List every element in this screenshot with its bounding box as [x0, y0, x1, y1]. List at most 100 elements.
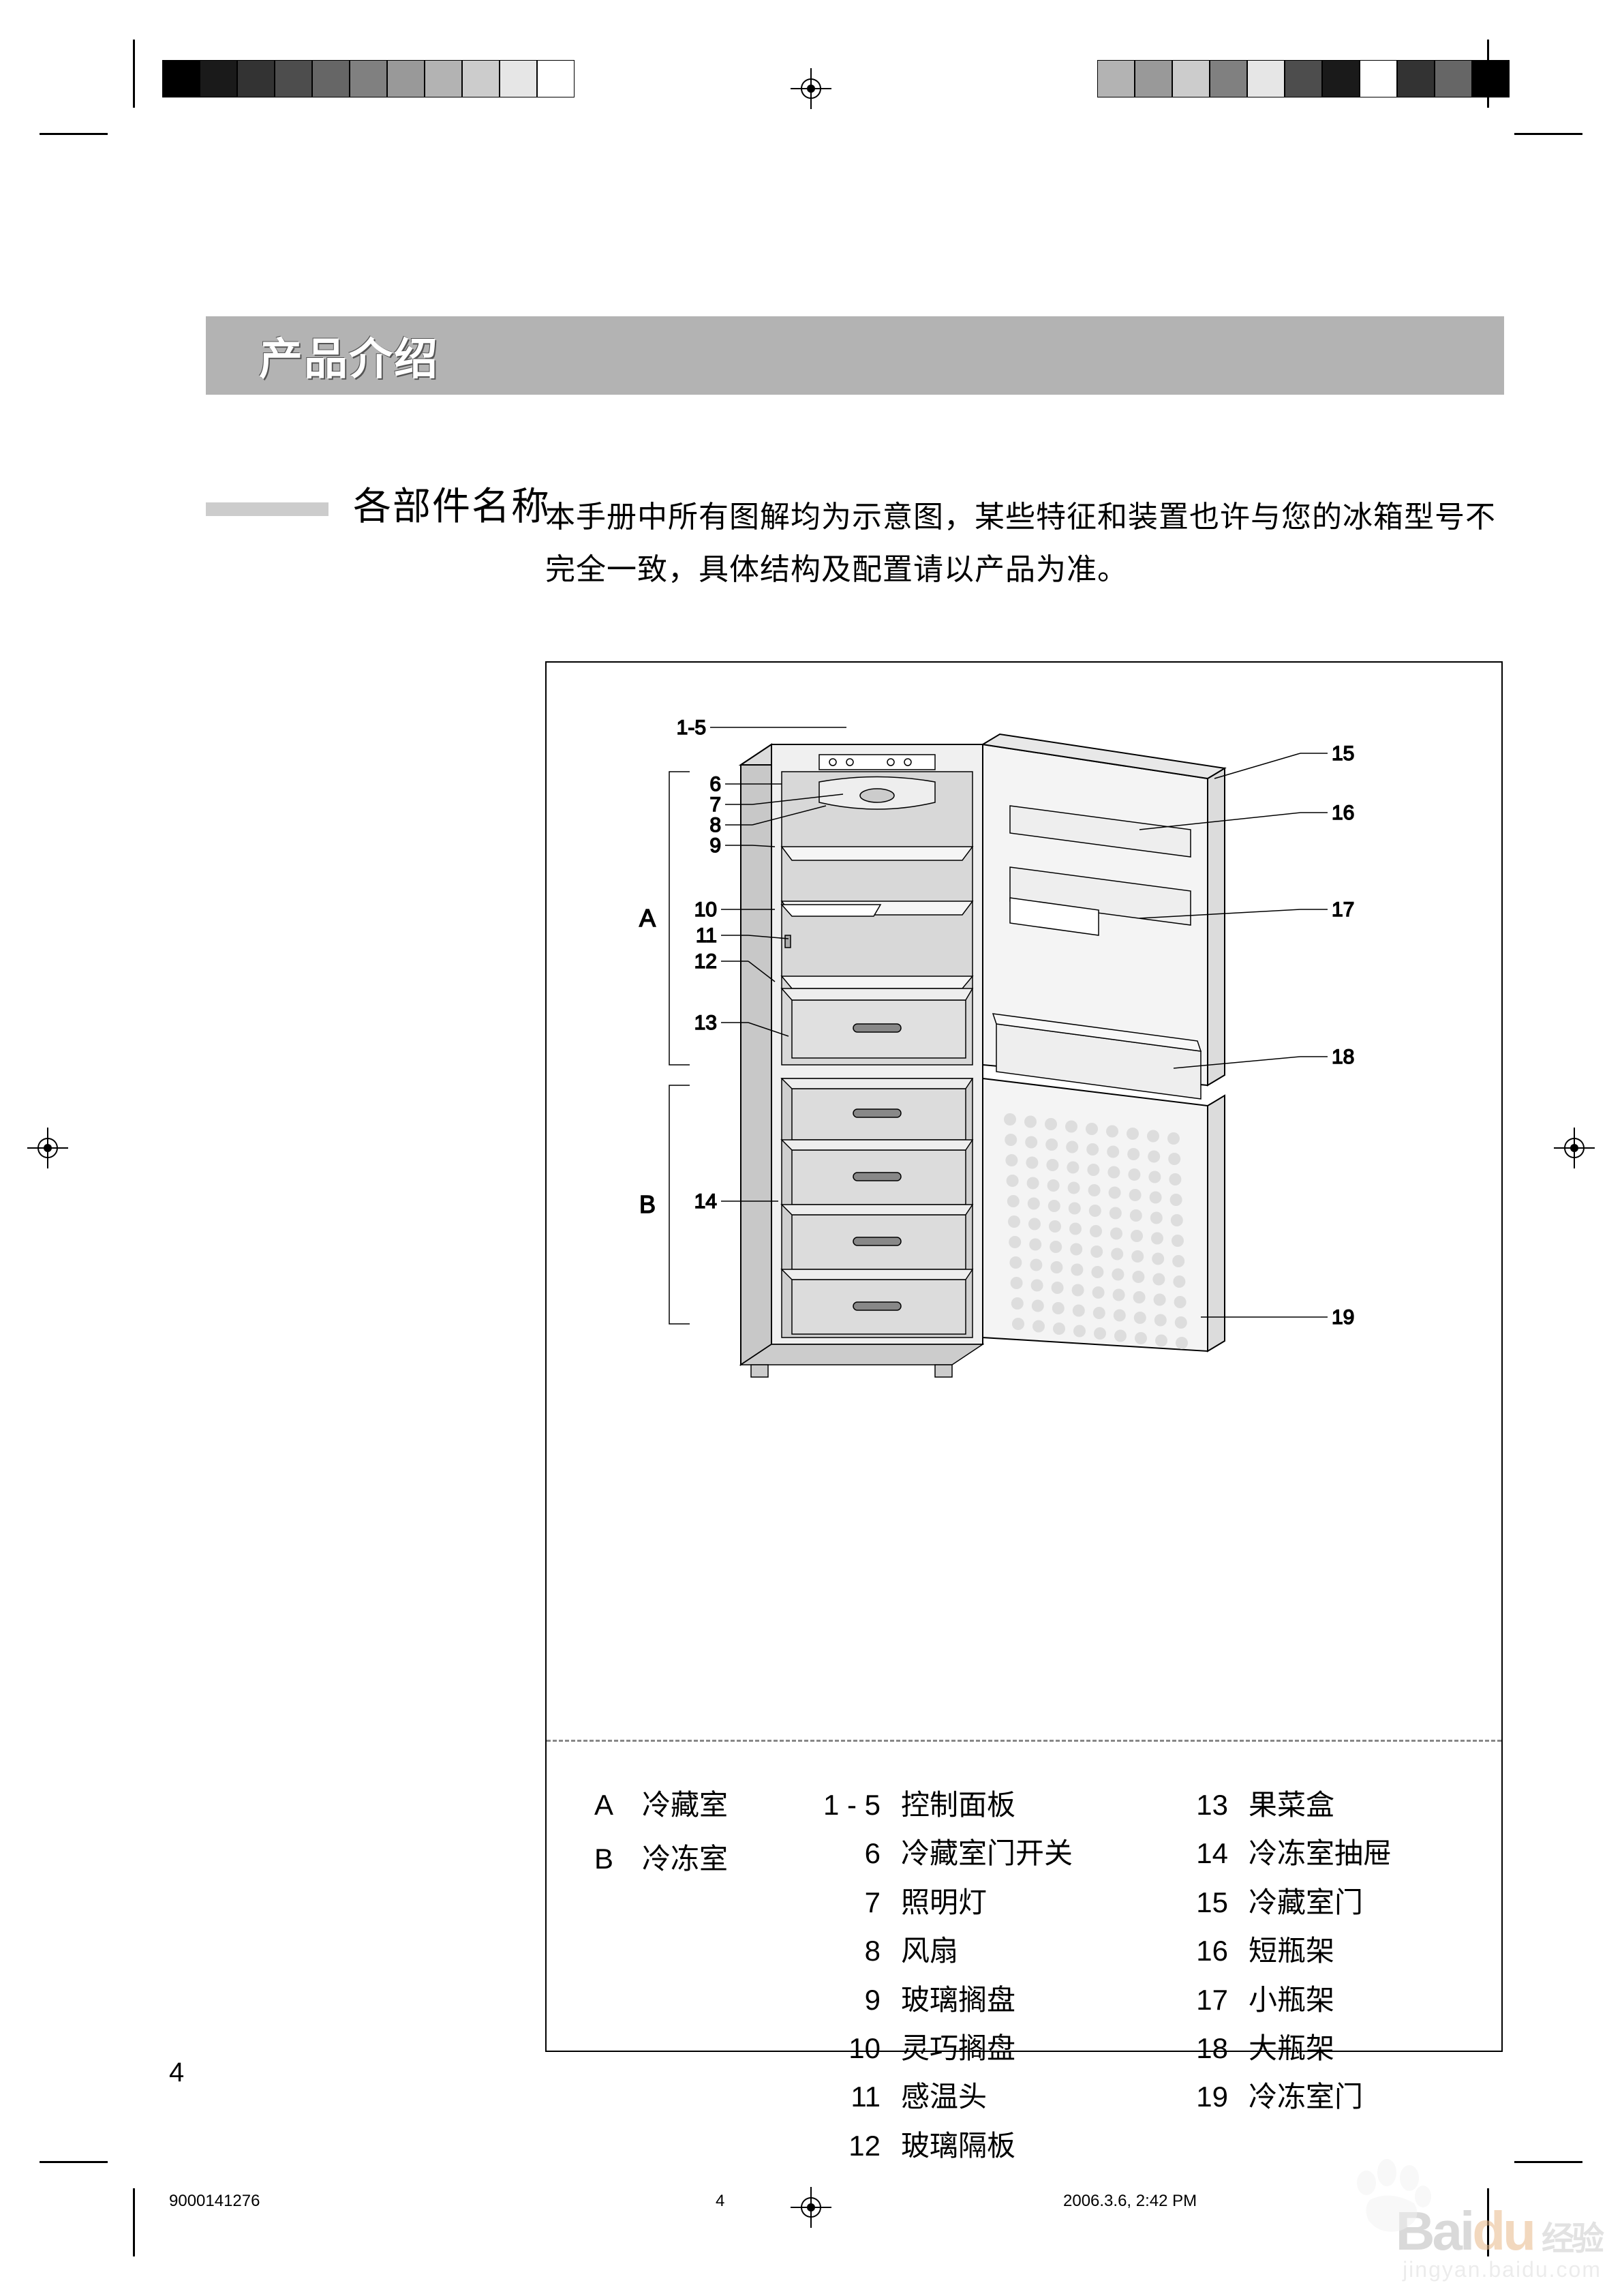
legend-row: 8风扇 — [806, 1927, 1073, 1975]
legend-row: 6 冷藏室门开关 — [806, 1829, 1073, 1877]
watermark-brand-b: du — [1472, 2201, 1533, 2261]
colorbar-swatch — [1472, 60, 1510, 97]
legend-num: 10 — [806, 2024, 881, 2072]
registration-mark-icon — [791, 2187, 831, 2228]
legend-row: 9 玻璃搁盘 — [806, 1976, 1073, 2024]
legend-section-label: 冷藏室 — [642, 1781, 728, 1829]
crop-mark — [40, 2161, 108, 2163]
legend-num: 9 — [806, 1976, 881, 2024]
legend-label: 果菜盒 — [1249, 1789, 1334, 1821]
legend-row: 15冷藏室门 — [1153, 1878, 1392, 1927]
colorbar-swatch — [237, 60, 275, 97]
legend-num: 7 — [806, 1878, 881, 1927]
legend-row: 7 照明灯 — [806, 1878, 1073, 1927]
legend-num: 6 — [806, 1829, 881, 1877]
legend-label: 大瓶架 — [1249, 2032, 1334, 2064]
colorbar-swatch — [1397, 60, 1435, 97]
svg-text:7: 7 — [709, 794, 721, 816]
legend-row: 11感温头 — [806, 2072, 1073, 2121]
legend-num: 1 - 5 — [806, 1781, 881, 1829]
svg-text:B: B — [639, 1190, 656, 1218]
chapter-title-bar: 产品介绍 — [206, 316, 1504, 395]
legend-row: 14冷冻室抽屉 — [1153, 1829, 1392, 1877]
legend-row: 16 短瓶架 — [1153, 1927, 1392, 1975]
legend-section-key: B — [594, 1834, 642, 1883]
svg-text:13: 13 — [694, 1012, 717, 1034]
svg-text:19: 19 — [1332, 1306, 1354, 1329]
legend-num: 13 — [1153, 1781, 1228, 1829]
svg-text:9: 9 — [709, 834, 721, 857]
watermark-url: jingyan.baidu.com — [1396, 2257, 1602, 2282]
colorbar-swatch — [1322, 60, 1360, 97]
legend-label: 风扇 — [901, 1935, 958, 1967]
colorbar-swatch — [387, 60, 425, 97]
legend-row: 13 果菜盒 — [1153, 1781, 1392, 1829]
legend-num: 12 — [806, 2121, 881, 2170]
legend-label: 冷冻室门 — [1249, 2081, 1363, 2113]
legend-label: 灵巧搁盘 — [901, 2032, 1015, 2064]
diagram-container: 1-567891011121314 1516171819 AB A冷藏室B冷冻室… — [545, 661, 1503, 2052]
legend-num: 19 — [1153, 2072, 1228, 2121]
crop-mark — [1514, 2161, 1582, 2163]
colorbar-swatch — [1172, 60, 1210, 97]
page-number: 4 — [169, 2057, 184, 2088]
colorbar-swatch — [500, 60, 537, 97]
crop-mark — [1514, 133, 1582, 135]
colorbar-swatch — [162, 60, 200, 97]
svg-text:11: 11 — [696, 924, 717, 947]
crop-mark — [133, 2188, 135, 2256]
legend-label: 照明灯 — [901, 1886, 987, 1918]
registration-mark-icon — [1554, 1128, 1595, 1168]
fridge-diagram: 1-567891011121314 1516171819 AB — [547, 663, 1504, 1740]
legend-row: 18大瓶架 — [1153, 2024, 1392, 2072]
legend-section-row: B冷冻室 — [594, 1834, 728, 1883]
legend-section-row: A冷藏室 — [594, 1781, 728, 1829]
printer-colorbar — [1097, 60, 1510, 97]
legend-num: 17 — [1153, 1976, 1228, 2024]
legend-label: 玻璃搁盘 — [901, 1984, 1015, 2016]
legend-row: 19 冷冻室门 — [1153, 2072, 1392, 2121]
colorbar-swatch — [312, 60, 350, 97]
registration-mark-icon — [791, 68, 831, 109]
svg-text:10: 10 — [694, 898, 717, 921]
crop-mark — [40, 133, 108, 135]
registration-mark-icon — [27, 1128, 68, 1168]
legend-label: 小瓶架 — [1249, 1984, 1334, 2016]
svg-text:15: 15 — [1332, 742, 1354, 765]
paw-icon — [1349, 2159, 1431, 2234]
legend-num: 14 — [1153, 1829, 1228, 1877]
svg-text:17: 17 — [1332, 898, 1354, 921]
colorbar-swatch — [1097, 60, 1135, 97]
legend-section-label: 冷冻室 — [642, 1834, 728, 1883]
legend-label: 短瓶架 — [1249, 1935, 1334, 1967]
intro-paragraph: 本手册中所有图解均为示意图，某些特征和装置也许与您的冰箱型号不完全一致，具体结构… — [545, 491, 1499, 596]
footer-page: 4 — [716, 2192, 724, 2211]
svg-text:18: 18 — [1332, 1046, 1354, 1068]
legend-row: 1 - 5 控制面板 — [806, 1781, 1073, 1829]
legend-row: 10 灵巧搁盘 — [806, 2024, 1073, 2072]
crop-mark — [133, 40, 135, 108]
section-title: 各部件名称 — [353, 476, 551, 531]
legend-label: 玻璃隔板 — [901, 2130, 1015, 2162]
colorbar-swatch — [350, 60, 387, 97]
colorbar-swatch — [537, 60, 575, 97]
legend-num: 16 — [1153, 1927, 1228, 1975]
legend-label: 感温头 — [901, 2081, 987, 2113]
section-accent-bar — [206, 502, 328, 516]
colorbar-swatch — [1360, 60, 1397, 97]
footer-doc-id: 9000141276 — [169, 2192, 260, 2211]
colorbar-swatch — [1435, 60, 1472, 97]
svg-text:16: 16 — [1332, 802, 1354, 824]
chapter-title: 产品介绍 — [259, 324, 439, 387]
colorbar-swatch — [200, 60, 237, 97]
colorbar-swatch — [1135, 60, 1172, 97]
svg-text:1-5: 1-5 — [677, 716, 706, 739]
svg-text:6: 6 — [709, 773, 721, 796]
legend-label: 控制面板 — [901, 1789, 1015, 1821]
legend-section-key: A — [594, 1781, 642, 1829]
legend-label: 冷藏室门 — [1249, 1886, 1363, 1918]
legend-row: 17 小瓶架 — [1153, 1976, 1392, 2024]
colorbar-swatch — [425, 60, 462, 97]
svg-text:14: 14 — [694, 1190, 717, 1213]
legend-label: 冷藏室门开关 — [901, 1837, 1073, 1869]
